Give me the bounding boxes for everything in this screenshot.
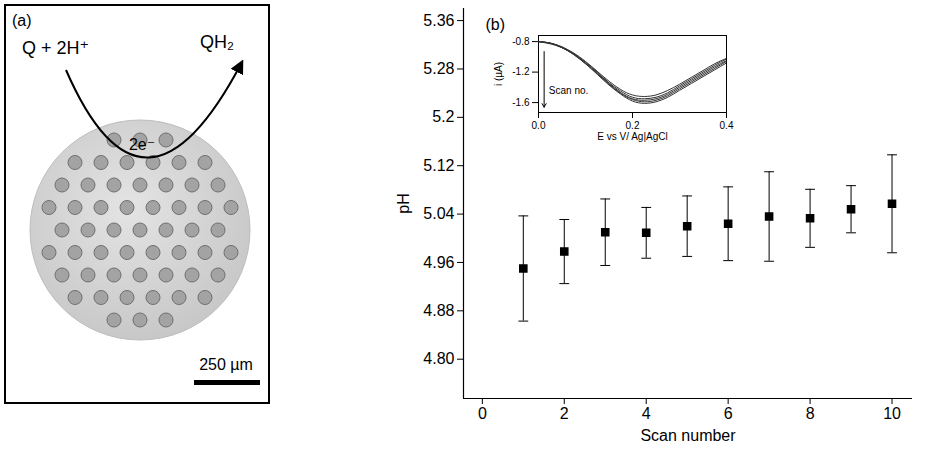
svg-text:5.04: 5.04 <box>423 205 454 222</box>
svg-text:0: 0 <box>478 405 487 422</box>
svg-text:2: 2 <box>560 405 569 422</box>
svg-text:6: 6 <box>724 405 733 422</box>
svg-text:250 µm: 250 µm <box>199 356 253 373</box>
svg-text:-1.2: -1.2 <box>512 66 530 77</box>
svg-text:0.0: 0.0 <box>532 120 546 131</box>
svg-text:0.4: 0.4 <box>720 120 734 131</box>
svg-text:5.36: 5.36 <box>423 12 454 29</box>
svg-text:5.28: 5.28 <box>423 60 454 77</box>
svg-text:10: 10 <box>883 405 901 422</box>
svg-text:(b): (b) <box>486 16 506 33</box>
svg-text:Scan number: Scan number <box>640 427 736 444</box>
svg-text:Scan no.: Scan no. <box>549 85 588 96</box>
svg-text:QH₂: QH₂ <box>200 32 234 52</box>
svg-text:2e⁻: 2e⁻ <box>129 136 155 153</box>
svg-text:5.2: 5.2 <box>432 108 454 125</box>
svg-text:4.88: 4.88 <box>423 302 454 319</box>
svg-text:5.12: 5.12 <box>423 157 454 174</box>
svg-text:(a): (a) <box>12 12 32 29</box>
svg-text:Q + 2H⁺: Q + 2H⁺ <box>22 38 89 58</box>
svg-text:4.80: 4.80 <box>423 350 454 367</box>
svg-text:E vs V/ Ag|AgCl: E vs V/ Ag|AgCl <box>597 131 667 142</box>
svg-text:-1.6: -1.6 <box>512 97 530 108</box>
svg-text:i (µA): i (µA) <box>493 62 504 86</box>
svg-text:4: 4 <box>642 405 651 422</box>
svg-text:4.96: 4.96 <box>423 254 454 271</box>
svg-text:0.2: 0.2 <box>626 120 640 131</box>
svg-text:pH: pH <box>395 193 412 213</box>
svg-text:8: 8 <box>806 405 815 422</box>
svg-text:-0.8: -0.8 <box>512 36 530 47</box>
